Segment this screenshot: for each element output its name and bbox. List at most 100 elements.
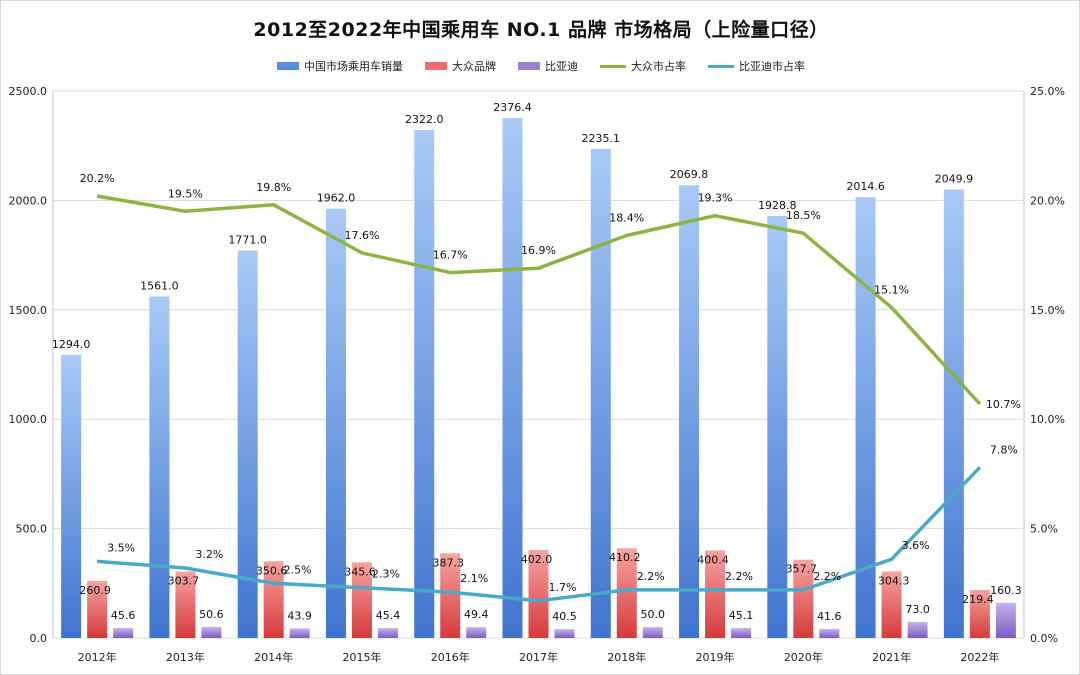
legend-item-total-sales: 中国市场乘用车销量 — [277, 58, 403, 74]
label-byd-share: 2.1% — [460, 572, 488, 585]
bar-vw — [616, 548, 637, 638]
legend-item-vw-share: 大众市占率 — [600, 58, 686, 74]
bar-total-sales — [502, 118, 523, 638]
label-total-sales: 1928.8 — [758, 199, 797, 212]
y-left-tick-label: 0.0 — [30, 632, 48, 645]
y-right-tick-label: 10.0% — [1030, 413, 1065, 426]
bar-vw — [263, 561, 284, 638]
label-byd: 43.9 — [287, 609, 312, 622]
y-left-tick-label: 2500.0 — [9, 85, 48, 98]
bar-byd — [995, 602, 1016, 638]
bar-vw — [793, 559, 814, 638]
label-byd-share: 1.7% — [549, 581, 577, 594]
label-vw-share: 16.9% — [521, 244, 556, 257]
bar-byd — [642, 627, 663, 638]
legend-label-total-sales: 中国市场乘用车销量 — [304, 60, 403, 73]
legend-swatch-vw — [425, 62, 447, 70]
legend-swatch-byd-share — [708, 64, 734, 68]
label-byd-share: 2.3% — [372, 568, 400, 581]
bar-total-sales — [414, 129, 435, 638]
bar-total-sales — [855, 197, 876, 639]
x-tick-label: 2016年 — [431, 650, 470, 664]
y-right-tick-label: 20.0% — [1030, 194, 1065, 207]
y-left-tick-label: 1500.0 — [9, 304, 48, 317]
label-total-sales: 2014.6 — [846, 180, 885, 193]
y-left-tick-label: 2000.0 — [9, 194, 48, 207]
x-tick-label: 2022年 — [960, 650, 999, 664]
x-tick-label: 2018年 — [607, 650, 646, 664]
bar-total-sales — [943, 189, 964, 638]
label-total-sales: 2235.1 — [582, 132, 621, 145]
bar-byd — [201, 626, 222, 638]
label-total-sales: 1294.0 — [52, 338, 91, 351]
bar-vw — [440, 553, 461, 638]
bar-total-sales — [767, 215, 788, 638]
x-tick-label: 2017年 — [519, 650, 558, 664]
label-total-sales: 1771.0 — [228, 234, 267, 247]
label-vw-share: 18.4% — [609, 211, 644, 224]
label-vw: 345.6 — [344, 565, 376, 578]
label-total-sales: 2049.9 — [935, 172, 974, 185]
legend-swatch-total-sales — [277, 62, 299, 70]
bar-byd — [377, 628, 398, 638]
x-tick-label: 2020年 — [784, 650, 823, 664]
label-byd: 50.6 — [199, 608, 224, 621]
bar-vw — [175, 571, 196, 638]
label-byd-share: 3.5% — [107, 541, 135, 554]
bar-byd — [731, 628, 752, 638]
bar-vw — [881, 571, 902, 638]
y-left-tick-label: 500.0 — [16, 523, 48, 536]
label-vw: 357.7 — [786, 563, 818, 576]
label-vw-share: 10.7% — [986, 398, 1021, 411]
bar-total-sales — [679, 185, 700, 639]
label-byd: 41.6 — [817, 610, 842, 623]
label-byd-share: 3.6% — [902, 539, 930, 552]
bar-byd — [554, 629, 575, 638]
label-vw: 304.3 — [878, 574, 910, 587]
legend-swatch-byd — [518, 62, 540, 70]
label-vw: 260.9 — [79, 584, 111, 597]
label-vw-share: 20.2% — [80, 172, 115, 185]
bar-total-sales — [149, 296, 170, 638]
line-byd-share — [96, 466, 982, 603]
x-tick-label: 2015年 — [342, 650, 381, 664]
x-tick-label: 2019年 — [696, 650, 735, 664]
label-byd-share: 2.2% — [637, 570, 665, 583]
label-byd: 40.5 — [552, 610, 577, 623]
x-tick-label: 2014年 — [254, 650, 293, 664]
bar-total-sales — [237, 250, 258, 639]
label-vw-share: 17.6% — [344, 229, 379, 242]
bar-byd — [819, 628, 840, 638]
label-byd: 160.3 — [990, 584, 1022, 597]
label-total-sales: 1962.0 — [317, 192, 356, 205]
bar-total-sales — [590, 148, 611, 638]
label-vw-share: 19.8% — [256, 181, 291, 194]
bar-vw — [528, 550, 549, 638]
legend-swatch-vw-share — [600, 64, 626, 68]
label-byd: 49.4 — [464, 608, 489, 621]
bar-byd — [466, 627, 487, 638]
label-vw-share: 15.1% — [874, 284, 909, 297]
bar-byd — [907, 622, 928, 638]
label-byd-share: 2.5% — [284, 563, 312, 576]
label-byd: 45.4 — [376, 609, 401, 622]
label-vw: 410.2 — [609, 551, 641, 564]
bar-vw — [351, 562, 372, 638]
label-vw-share: 19.5% — [168, 187, 203, 200]
y-right-tick-label: 0.0% — [1030, 632, 1058, 645]
label-vw: 387.3 — [432, 556, 464, 569]
label-total-sales: 2069.8 — [670, 168, 709, 181]
legend-label-vw-share: 大众市占率 — [631, 60, 686, 73]
legend-item-byd-share: 比亚迪市占率 — [708, 58, 805, 74]
y-right-tick-label: 25.0% — [1030, 85, 1065, 98]
bar-vw — [969, 589, 990, 638]
x-tick-label: 2021年 — [872, 650, 911, 664]
legend: 中国市场乘用车销量 大众品牌 比亚迪 大众市占率 比亚迪市占率 — [1, 58, 1079, 74]
label-vw: 402.0 — [521, 553, 553, 566]
chart-title: 2012至2022年中国乘用车 NO.1 品牌 市场格局（上险量口径） — [253, 19, 829, 41]
bar-total-sales — [325, 208, 346, 638]
label-byd-share: 2.2% — [813, 570, 841, 583]
bar-byd — [289, 628, 310, 638]
x-tick-label: 2013年 — [166, 650, 205, 664]
